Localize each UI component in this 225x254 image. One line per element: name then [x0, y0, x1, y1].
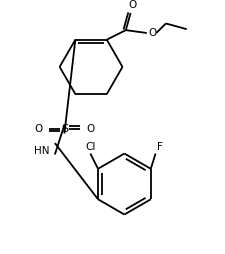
- Text: O: O: [128, 0, 137, 10]
- Text: HN: HN: [34, 146, 49, 156]
- Text: O: O: [35, 124, 43, 134]
- Text: S: S: [61, 124, 68, 134]
- Text: O: O: [148, 28, 157, 38]
- Text: Cl: Cl: [85, 142, 96, 152]
- Text: F: F: [158, 142, 163, 152]
- Text: O: O: [86, 124, 94, 134]
